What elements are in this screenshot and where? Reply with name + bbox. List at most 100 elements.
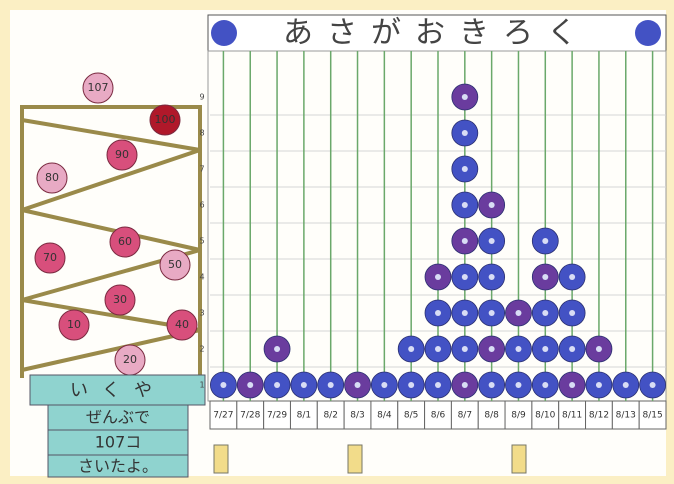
date-box <box>370 400 399 430</box>
flower-center <box>461 202 468 208</box>
flower-center <box>435 346 441 352</box>
x-tick-label: 7/27 <box>213 411 233 421</box>
flower-center <box>595 346 602 352</box>
x-tick-label: 8/6 <box>431 411 446 421</box>
chart-title: あさがおきろく <box>283 16 591 51</box>
trellis-flower-label: 20 <box>123 353 137 366</box>
trellis-flower-label: 30 <box>113 293 127 306</box>
x-tick-label: 8/10 <box>535 411 555 421</box>
trellis-flower <box>166 309 198 341</box>
trellis-flower-label: 70 <box>43 251 57 264</box>
flower-center <box>435 310 441 316</box>
flower-stack <box>424 263 452 399</box>
flower-center <box>327 382 334 388</box>
note-line: ぜんぶで <box>86 408 150 427</box>
date-box <box>558 400 587 430</box>
trellis-flowers: 107 100 90 80 70 60 50 40 30 20 10 <box>34 72 198 376</box>
flower-center <box>274 346 281 352</box>
trellis-flower-label: 10 <box>67 318 81 331</box>
note-line: 107コ <box>95 433 142 452</box>
y-tick-label: 4 <box>199 273 204 282</box>
trellis-flower <box>159 249 191 281</box>
y-tick-label: 8 <box>199 129 204 138</box>
trellis-flower-label: 60 <box>118 235 132 248</box>
trellis-flower <box>36 162 68 194</box>
title-flower <box>211 20 237 46</box>
flower-stack <box>210 371 237 399</box>
y-tick-label: 2 <box>199 345 204 354</box>
flower-center <box>381 382 388 388</box>
trellis-flower <box>58 309 90 341</box>
flower-center <box>247 382 254 388</box>
trellis-flower <box>149 104 181 136</box>
flower-stack <box>344 371 371 399</box>
date-box <box>638 400 667 430</box>
flower-center <box>354 382 361 388</box>
trellis-flower <box>106 139 138 171</box>
flower-center <box>220 382 227 388</box>
flower-stack <box>612 371 640 399</box>
note-line: いくや <box>70 380 166 401</box>
trellis-flower-label: 100 <box>155 113 176 126</box>
x-tick-label: 7/29 <box>267 411 287 421</box>
flower-center <box>461 166 468 172</box>
flower-center <box>488 274 495 280</box>
flower-center <box>515 346 522 352</box>
flower-center <box>461 238 468 244</box>
flower-center <box>488 382 495 388</box>
date-box <box>504 400 533 430</box>
flower-stack <box>263 335 291 399</box>
flower-center <box>542 238 549 244</box>
x-tick-label: 8/5 <box>404 411 418 421</box>
trellis-flower-label: 80 <box>45 171 59 184</box>
flower-stack <box>290 371 318 399</box>
date-box <box>236 400 265 430</box>
trellis-flower <box>109 226 141 258</box>
x-tick-label: 8/11 <box>562 411 582 421</box>
trellis-flower-label: 50 <box>168 258 182 271</box>
note-line: さいたよ。 <box>78 457 158 476</box>
flower-center <box>461 346 468 352</box>
note-box <box>47 404 189 431</box>
trellis-flower <box>82 72 114 104</box>
flower-center <box>569 382 576 388</box>
x-tick-label: 8/13 <box>616 411 636 421</box>
flower-center <box>595 382 602 388</box>
title-flower <box>635 20 661 46</box>
flower-stack <box>451 83 479 399</box>
x-tick-label: 8/4 <box>377 411 392 421</box>
flower-center <box>408 382 415 388</box>
y-tick-label: 7 <box>199 165 204 174</box>
trellis-flower-label: 107 <box>88 81 109 94</box>
flower-stack <box>505 299 532 399</box>
note-box <box>47 454 189 478</box>
flower-stack <box>531 227 559 399</box>
x-tick-label: 7/28 <box>240 411 260 421</box>
flower-center <box>515 382 522 388</box>
flower-center <box>408 346 415 352</box>
y-tick-label: 6 <box>199 201 204 210</box>
flower-center <box>488 310 495 316</box>
date-box <box>477 400 506 430</box>
flower-center <box>461 94 468 100</box>
x-tick-label: 8/2 <box>323 411 337 421</box>
flower-center <box>488 202 495 208</box>
note-box <box>29 374 206 406</box>
flower-center <box>542 382 549 388</box>
flower-center <box>569 274 576 280</box>
flower-center <box>461 130 468 136</box>
flower-center <box>542 310 549 316</box>
flower-center <box>542 274 549 280</box>
x-tick-label: 8/9 <box>511 411 526 421</box>
flower-center <box>488 238 495 244</box>
flower-center <box>622 382 629 388</box>
flower-stack <box>478 191 506 399</box>
x-tick-label: 8/8 <box>484 411 499 421</box>
trellis-flower-label: 40 <box>175 318 189 331</box>
flower-center <box>649 382 656 388</box>
date-box <box>424 400 452 430</box>
x-tick-label: 8/7 <box>458 411 472 421</box>
x-tick-label: 8/1 <box>297 411 311 421</box>
flower-center <box>300 382 307 388</box>
